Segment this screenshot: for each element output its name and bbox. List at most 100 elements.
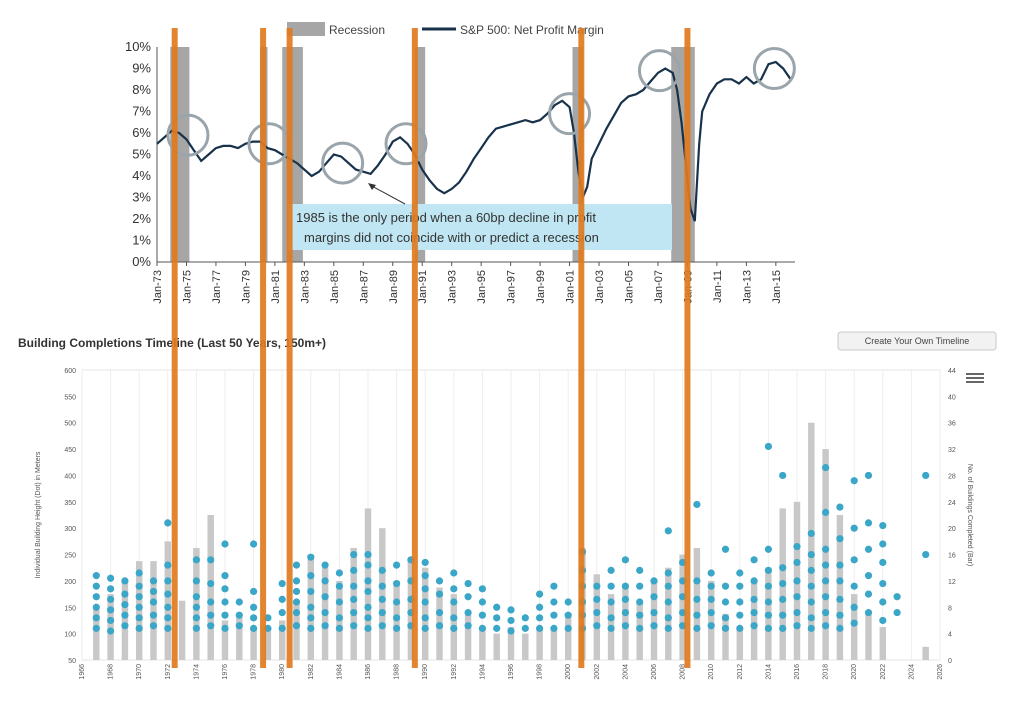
- bar: [922, 646, 929, 660]
- dot: [164, 624, 172, 632]
- dot: [435, 577, 444, 585]
- create-timeline-button-label[interactable]: Create Your Own Timeline: [865, 336, 970, 346]
- bar: [107, 594, 114, 660]
- profit-margin-chart: 0%1%2%3%4%5%6%7%8%9%10% Jan-73 Jan-75 Jan-…: [125, 22, 796, 304]
- x-tick-label: 1970: [136, 664, 143, 680]
- chart-menu-icon[interactable]: [966, 373, 984, 383]
- dot: [793, 608, 801, 617]
- bar: [550, 627, 558, 660]
- dot: [836, 624, 844, 632]
- dot: [536, 614, 544, 622]
- dot: [393, 579, 401, 588]
- dot: [822, 608, 830, 617]
- dot: [435, 608, 444, 617]
- dot: [664, 582, 672, 590]
- dot: [893, 608, 901, 617]
- y-axis-right-title: No. of Buildings Completed (Bar): [966, 464, 973, 566]
- dot: [779, 595, 787, 603]
- dot: [822, 561, 830, 569]
- bar: [822, 449, 829, 660]
- dot: [693, 611, 701, 619]
- dot: [822, 463, 830, 472]
- dot: [807, 529, 815, 538]
- dot: [621, 582, 630, 590]
- bar: [464, 613, 472, 660]
- y-tick-label: 1%: [132, 233, 151, 248]
- dot: [807, 582, 815, 590]
- dot: [192, 593, 200, 601]
- dot: [636, 611, 644, 619]
- bar: [507, 627, 515, 660]
- bar: [879, 627, 887, 660]
- y-tick-label: 7%: [132, 104, 151, 119]
- x-tick-label: 1978: [251, 664, 258, 680]
- annotation-arrowhead: [368, 183, 376, 190]
- legend-swatch-recession: [287, 22, 325, 36]
- dot: [350, 595, 358, 603]
- dot: [207, 556, 215, 564]
- dot: [107, 585, 115, 593]
- y-tick-label: 6%: [132, 125, 151, 140]
- dot: [836, 611, 844, 619]
- dot: [92, 614, 100, 622]
- y-left-tick-label: 400: [64, 473, 76, 480]
- x-tick-label: Jan-77: [211, 270, 223, 304]
- dot: [607, 582, 615, 590]
- dot: [121, 590, 129, 598]
- dot: [607, 598, 615, 606]
- y-right-tick-label: 20: [948, 526, 956, 533]
- y-right-tick-label: 28: [948, 473, 956, 480]
- dot: [650, 622, 658, 630]
- dot: [335, 582, 343, 590]
- bar: [278, 620, 286, 660]
- y-left-tick-label: 150: [64, 605, 76, 612]
- dot: [607, 624, 615, 632]
- dot: [292, 561, 301, 569]
- x-tick-label: 2004: [622, 664, 629, 680]
- dot: [536, 624, 544, 632]
- dot: [721, 598, 730, 606]
- legend-label-margin: S&P 500: Net Profit Margin: [460, 23, 604, 37]
- dot: [879, 521, 887, 530]
- dot: [693, 624, 701, 632]
- x-tick-label: Jan-03: [594, 270, 606, 304]
- x-tick-label: 2006: [651, 664, 658, 680]
- dot: [250, 603, 258, 611]
- dot: [250, 624, 258, 632]
- x-tick-label: 2026: [937, 664, 944, 680]
- create-timeline-button[interactable]: Create Your Own Timeline: [837, 331, 997, 351]
- dot: [707, 595, 715, 603]
- x-tick-label: 1986: [365, 664, 372, 680]
- dot: [92, 624, 100, 632]
- dot: [92, 593, 100, 601]
- dot: [235, 598, 243, 606]
- dot: [693, 577, 701, 585]
- dot: [850, 619, 858, 627]
- dot: [135, 624, 143, 632]
- dot: [164, 577, 172, 585]
- x-tick-label: Jan-15: [771, 270, 783, 304]
- dot: [650, 577, 658, 585]
- dot: [421, 558, 429, 567]
- bar: [236, 613, 243, 660]
- y-left-tick-label: 300: [64, 526, 76, 533]
- dot: [693, 595, 701, 603]
- dot: [864, 608, 873, 617]
- dot: [850, 477, 858, 485]
- dot: [779, 471, 787, 480]
- dot: [707, 582, 715, 590]
- dot: [207, 579, 215, 588]
- dot: [278, 595, 286, 603]
- bar: [250, 627, 257, 660]
- bar: [493, 633, 500, 660]
- dot: [121, 611, 129, 619]
- bar: [264, 627, 272, 660]
- bar: [650, 580, 658, 660]
- bar: [150, 561, 157, 660]
- dot: [836, 503, 844, 511]
- bar: [593, 574, 601, 660]
- x-tick-label: Jan-95: [476, 270, 488, 304]
- dot: [679, 577, 687, 585]
- dot: [750, 556, 758, 564]
- dot: [836, 577, 844, 585]
